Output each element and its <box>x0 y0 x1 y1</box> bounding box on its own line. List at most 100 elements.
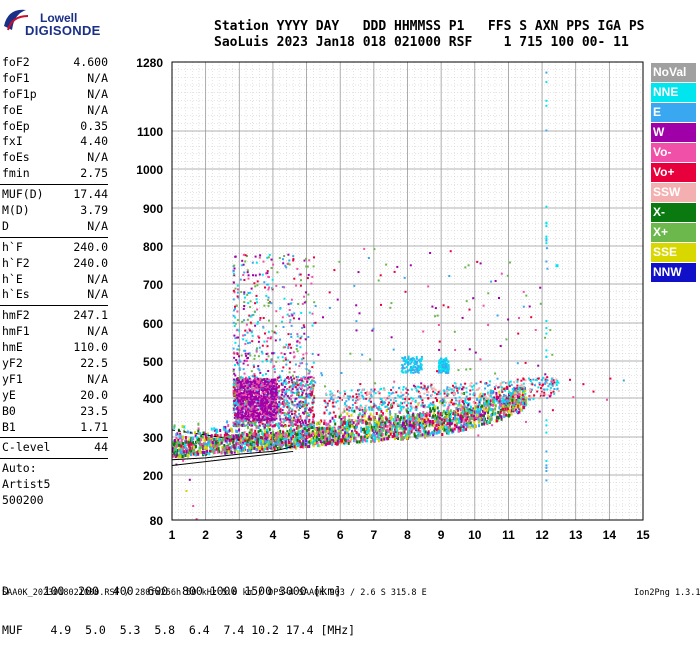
echo-point <box>233 400 235 402</box>
echo-point <box>325 430 327 433</box>
echo-point <box>328 423 330 426</box>
echo-point <box>339 416 341 419</box>
echo-point <box>305 439 307 442</box>
echo-point <box>329 442 331 445</box>
echo-point <box>273 385 275 387</box>
echo-point <box>296 268 298 270</box>
echo-point <box>329 428 331 431</box>
echo-point <box>243 264 245 266</box>
echo-point <box>490 418 492 421</box>
echo-point <box>172 455 174 458</box>
echo-point <box>468 411 470 414</box>
echo-point <box>301 402 303 404</box>
echo-point <box>432 420 434 423</box>
echo-point <box>234 306 236 308</box>
echo-point <box>272 398 274 400</box>
echo-point <box>187 454 189 457</box>
echo-point <box>272 279 274 281</box>
echo-point <box>215 442 217 445</box>
echo-point <box>331 430 333 433</box>
echo-point <box>239 449 241 452</box>
echo-point <box>254 302 256 304</box>
echo-point <box>262 353 264 355</box>
echo-point <box>241 264 243 266</box>
echo-point <box>425 435 427 438</box>
echo-point <box>383 424 385 427</box>
echo-point <box>241 434 243 437</box>
echo-point <box>364 431 366 434</box>
echo-point <box>257 321 259 323</box>
echo-point <box>182 442 184 445</box>
echo-point <box>304 302 306 304</box>
echo-point <box>342 424 344 427</box>
echo-point <box>289 352 291 354</box>
echo-point <box>290 303 292 305</box>
echo-point <box>254 401 256 403</box>
echo-point <box>375 424 377 427</box>
echo-point <box>483 423 485 426</box>
echo-point <box>263 261 265 263</box>
echo-point <box>285 266 287 268</box>
echo-point <box>285 440 287 443</box>
echo-point <box>217 451 219 454</box>
echo-point <box>233 381 235 383</box>
echo-point <box>284 353 286 355</box>
echo-point <box>484 412 486 415</box>
echo-point <box>247 353 249 355</box>
echo-point <box>211 428 213 431</box>
echo-point <box>293 417 295 419</box>
echo-point <box>264 333 266 335</box>
echo-point <box>358 433 360 436</box>
echo-point <box>286 388 288 390</box>
echo-point <box>279 409 281 411</box>
echo-point <box>387 437 389 440</box>
echo-point <box>473 418 475 421</box>
echo-point <box>268 287 270 289</box>
echo-point <box>269 445 271 448</box>
echo-point <box>410 417 412 420</box>
echo-point <box>251 432 253 435</box>
echo-point <box>293 351 295 353</box>
echo-point <box>195 445 197 448</box>
echo-point <box>196 436 198 439</box>
echo-point <box>275 381 277 383</box>
echo-point <box>242 415 244 417</box>
echo-point <box>298 413 300 415</box>
echo-point <box>383 438 385 441</box>
echo-point <box>274 368 276 370</box>
echo-point <box>318 438 320 441</box>
echo-point <box>308 403 310 405</box>
echo-point <box>270 302 272 304</box>
echo-point <box>268 276 270 278</box>
echo-point <box>255 274 257 276</box>
echo-point <box>258 417 260 419</box>
echo-point <box>335 438 337 441</box>
echo-point <box>324 441 326 444</box>
echo-point <box>264 403 266 405</box>
echo-point <box>501 416 503 419</box>
echo-point <box>289 419 291 421</box>
echo-point <box>253 409 255 411</box>
echo-point <box>253 433 255 436</box>
echo-point <box>461 412 463 415</box>
echo-point <box>389 410 391 413</box>
echo-point <box>290 424 292 426</box>
echo-point <box>255 416 257 418</box>
echo-point <box>387 429 389 432</box>
echo-point <box>263 378 265 380</box>
echo-point <box>263 425 265 427</box>
echo-point <box>494 408 496 411</box>
echo-point <box>288 433 290 436</box>
echo-point <box>303 326 305 328</box>
echo-point <box>258 341 260 343</box>
echo-point <box>296 345 298 347</box>
echo-point <box>298 318 300 320</box>
echo-point <box>205 433 207 436</box>
echo-point <box>256 301 258 303</box>
echo-point <box>271 419 273 421</box>
echo-point <box>256 381 258 383</box>
echo-point <box>427 418 429 421</box>
echo-point <box>333 419 335 422</box>
echo-point <box>260 442 262 445</box>
echo-point <box>280 412 282 414</box>
